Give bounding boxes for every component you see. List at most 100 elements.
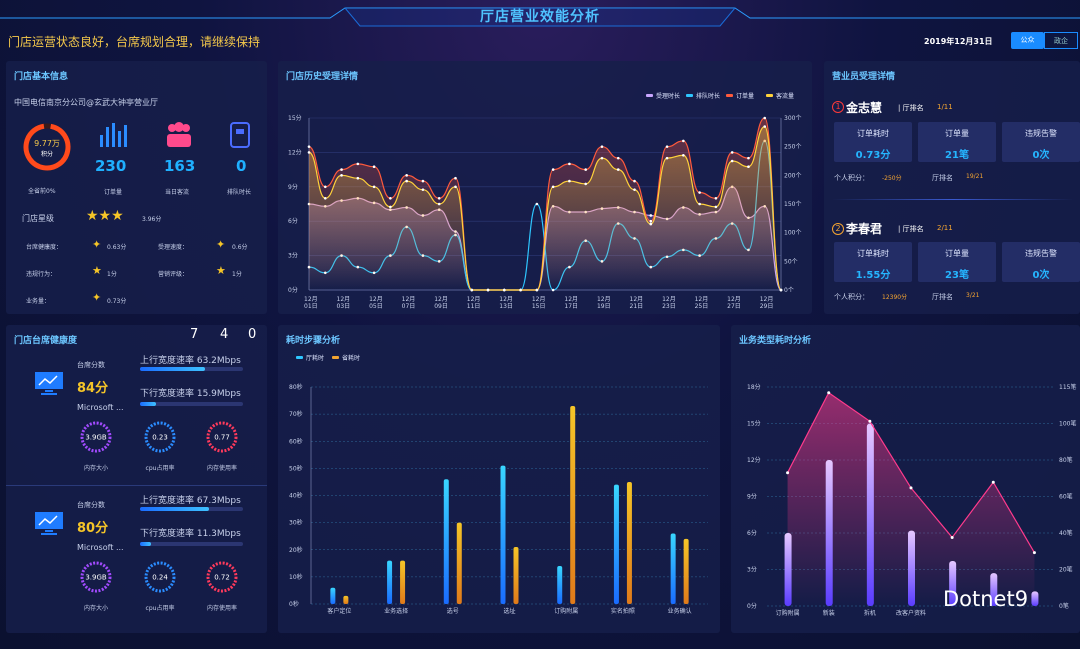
- bar: [990, 573, 998, 606]
- data-point: [584, 182, 587, 186]
- bar: [557, 566, 563, 604]
- y2-tick-label: 50个: [784, 258, 798, 265]
- x-tick-label: 12月: [662, 296, 676, 303]
- staff-stat-card: 违规告警 0次: [1002, 122, 1080, 162]
- rank2-label: 厅排名: [932, 293, 953, 301]
- data-point: [356, 176, 360, 180]
- traffic-label: 当日客流: [165, 189, 190, 196]
- store-name: 中国电信南京分公司@玄武大钟亭营业厅: [14, 98, 158, 107]
- desk-os: Microsoft ...: [77, 543, 124, 552]
- data-point: [649, 214, 653, 217]
- y-tick-label: 12分: [747, 456, 761, 464]
- y-tick-label: 70秒: [289, 410, 303, 418]
- score-ring: 9.77万 积分: [23, 123, 71, 171]
- x-tick-label: 17日: [564, 303, 578, 310]
- x-tick-label: 12月: [564, 296, 578, 303]
- data-point: [649, 219, 653, 223]
- x-tick-label: 选址: [503, 607, 515, 615]
- x-tick-label: 新装: [823, 609, 835, 617]
- data-point: [868, 419, 872, 423]
- order-count: 230: [95, 157, 127, 175]
- x-tick-label: 改客户资料: [896, 609, 926, 617]
- watermark: Dotnet9: [943, 587, 1029, 611]
- y-tick-label: 50秒: [289, 464, 303, 472]
- staff-stat-card: 违规告警 0次: [1002, 242, 1080, 282]
- health-digit: 4: [220, 327, 229, 342]
- y-tick-label: 10秒: [289, 573, 303, 581]
- y-tick-label: 0分: [288, 286, 298, 294]
- star-label: 门店星级: [22, 214, 54, 223]
- data-point: [786, 471, 790, 475]
- y-tick-label: 12分: [288, 148, 302, 156]
- data-point: [389, 205, 392, 209]
- monitor-icon: [35, 512, 63, 535]
- y-tick-label: 18分: [747, 383, 761, 391]
- desk-os: Microsoft ...: [77, 403, 124, 412]
- y2-tick-label: 80笔: [1059, 456, 1073, 464]
- bar: [683, 538, 689, 604]
- x-tick-label: 拆机: [864, 609, 876, 617]
- data-point: [323, 196, 327, 200]
- legend-label: 受理时长: [656, 92, 680, 100]
- x-tick-label: 25日: [695, 303, 709, 310]
- y-tick-label: 30秒: [289, 519, 303, 527]
- data-point: [486, 288, 490, 292]
- desk-health-panel: 门店台席健康度 7 4 0 台席分数 84分 Microsoft ... 上行宽度速率…: [6, 325, 267, 633]
- x-tick-label: 21日: [630, 303, 644, 310]
- y-tick-label: 3分: [747, 566, 757, 574]
- gauge-value: 3.9GB: [85, 434, 107, 442]
- data-point: [584, 168, 587, 171]
- y2-tick-label: 100个: [784, 230, 801, 237]
- rank2-label: 厅排名: [932, 174, 953, 182]
- gauge-value: 3.9GB: [85, 574, 107, 582]
- tab-enterprise[interactable]: 政企: [1044, 32, 1078, 49]
- desk-card: 台席分数 84分 Microsoft ... 上行宽度速率 63.2Mbps 下行宽度速…: [6, 325, 267, 472]
- x-tick-label: 15日: [532, 303, 546, 310]
- y-tick-label: 80秒: [289, 383, 303, 391]
- x-tick-label: 09日: [434, 303, 448, 310]
- y-tick-label: 15分: [288, 114, 302, 122]
- users-icon: [167, 122, 191, 147]
- legend-label: 订单量: [736, 92, 754, 100]
- download-bar: [140, 402, 243, 406]
- staff-name: 金志慧: [846, 101, 883, 115]
- bar: [613, 484, 619, 604]
- gauge-value: 0.24: [152, 574, 168, 582]
- download-rate: 下行宽度速率 11.3Mbps: [140, 529, 241, 539]
- download-bar: [140, 542, 243, 546]
- bar: [343, 595, 349, 604]
- staff-stat-card: 订单量 23笔: [918, 242, 996, 282]
- health-digit: 0: [248, 327, 257, 342]
- steps-panel: 耗时步骤分析 厅耗时 省耗时 80秒 70秒 60秒 50秒 40秒 30秒 20秒 10秒 0秒客…: [278, 325, 720, 633]
- bar: [670, 533, 676, 604]
- rank2-value: 3/21: [966, 292, 980, 299]
- x-tick-label: 12月: [434, 296, 448, 303]
- y-tick-label: 15分: [747, 420, 761, 428]
- tab-public[interactable]: 公众: [1011, 32, 1044, 49]
- x-tick-label: 12月: [467, 296, 481, 303]
- x-tick-label: 01日: [304, 303, 318, 310]
- data-point: [827, 391, 831, 395]
- data-point: [682, 153, 685, 157]
- gauge-label: 内存大小: [83, 465, 108, 472]
- data-point: [698, 191, 701, 194]
- legend-swatch: [646, 94, 653, 97]
- y-tick-label: 3分: [288, 252, 298, 260]
- data-point: [763, 116, 767, 120]
- gauge-ring: 0.24: [144, 561, 176, 593]
- data-point: [763, 125, 767, 128]
- x-tick-label: 12月: [402, 296, 416, 303]
- monitor-icon: [35, 372, 63, 395]
- y2-tick-label: 60笔: [1059, 493, 1073, 501]
- panel-title: 门店基本信息: [14, 72, 69, 82]
- data-point: [714, 196, 718, 200]
- data-point: [372, 165, 376, 169]
- metric-value: 1分: [107, 271, 117, 278]
- gauge-label: cpu占用率: [145, 465, 175, 472]
- points-value: -250分: [882, 175, 902, 182]
- star-rating-icon: ★★★: [86, 208, 124, 224]
- y-tick-label: 9分: [288, 183, 298, 191]
- data-point: [568, 162, 571, 166]
